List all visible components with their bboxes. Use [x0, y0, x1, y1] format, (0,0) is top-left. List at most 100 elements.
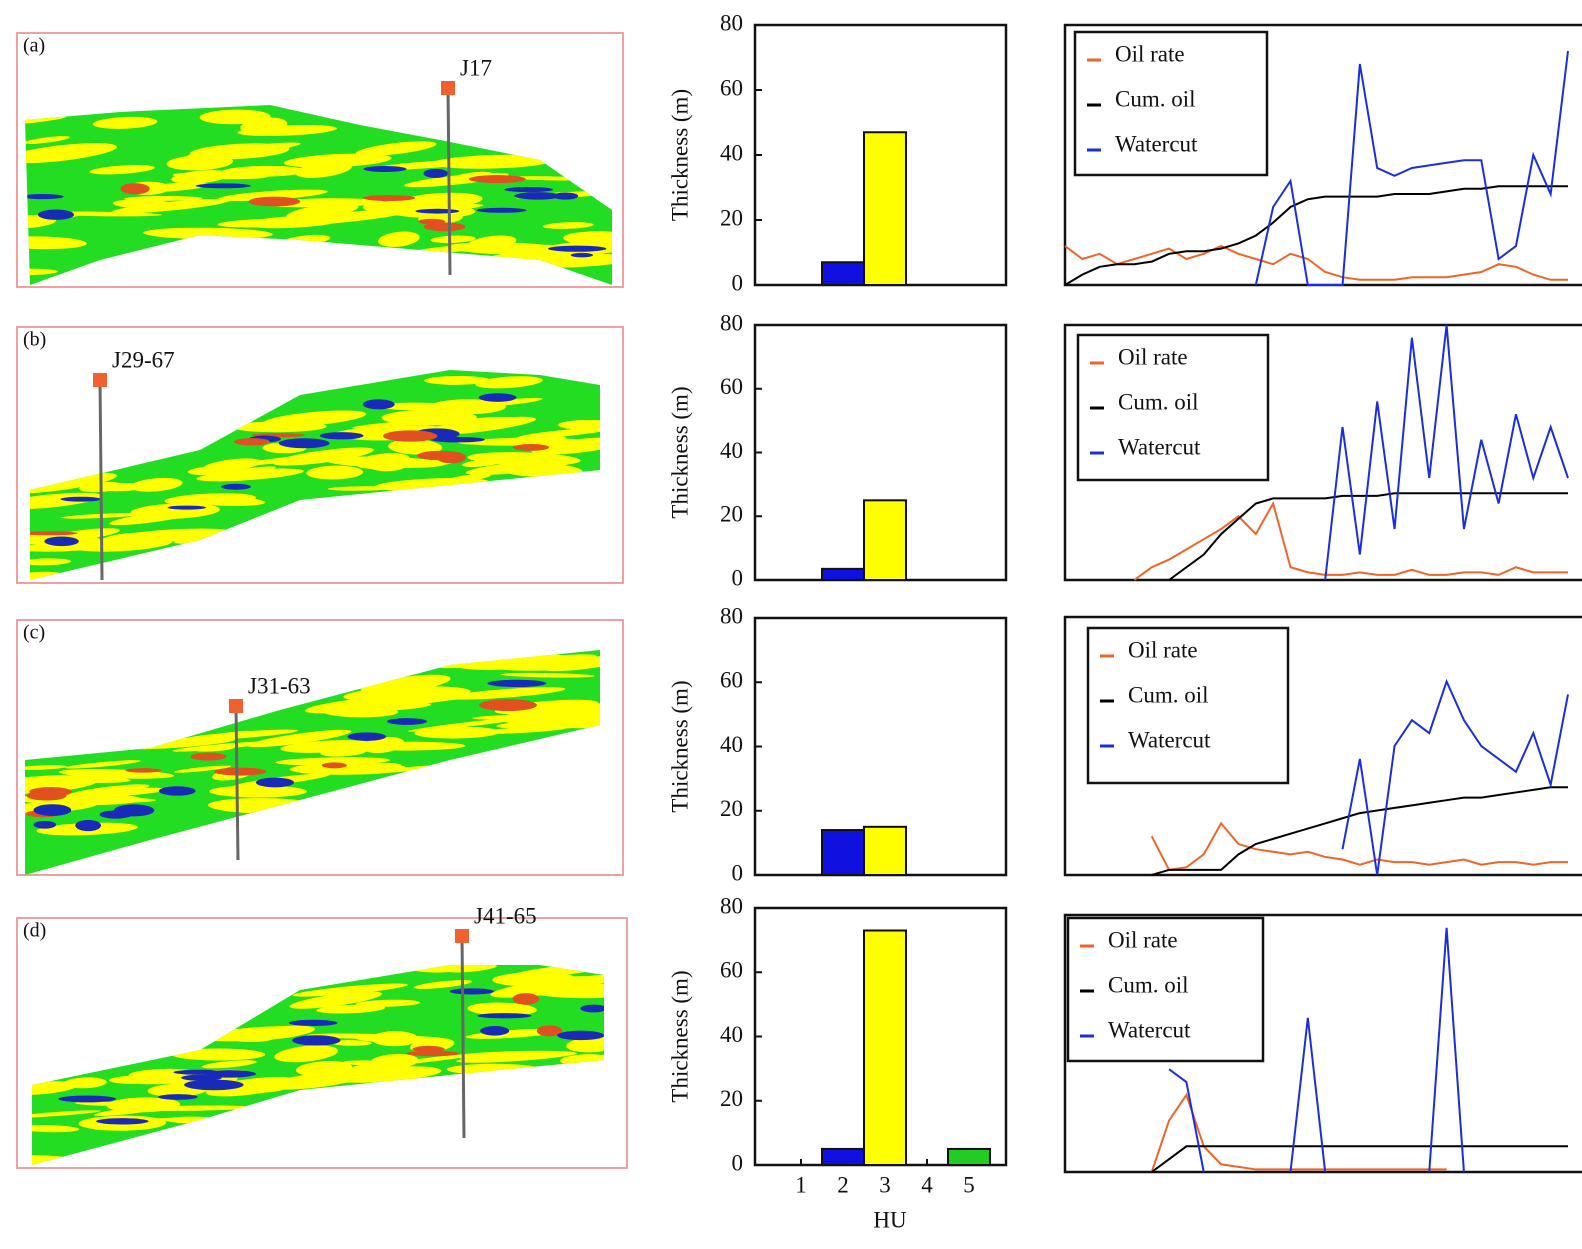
- y-tick-label: 40: [720, 140, 743, 165]
- facies-lens: [415, 208, 460, 214]
- facies-lens: [247, 729, 352, 748]
- facies-lens: [218, 189, 328, 201]
- y-tick-label: 20: [720, 1086, 743, 1111]
- facies-lens: [430, 235, 476, 244]
- well-trace: [460, 935, 466, 1139]
- facies-lens: [32, 1110, 101, 1119]
- series-line: [1133, 500, 1568, 581]
- x-tick-label: 4: [921, 1172, 933, 1197]
- facies-lens: [30, 571, 66, 580]
- legend-box: [1086, 626, 1290, 785]
- x-tick-label: 5: [963, 1172, 975, 1197]
- well-label: J31-63: [248, 673, 311, 698]
- legend-label: Cum. oil: [1128, 682, 1209, 707]
- series-line: [1064, 244, 1568, 281]
- facies-lens: [423, 222, 466, 232]
- facies-lens: [424, 375, 491, 385]
- section-facies: [25, 109, 612, 276]
- facies-lens: [275, 757, 391, 766]
- panel-label: (d): [23, 920, 46, 942]
- facies-lens: [453, 1050, 577, 1060]
- facies-lens: [467, 416, 527, 422]
- facies-lens: [402, 192, 483, 208]
- bar: [821, 1147, 865, 1166]
- facies-lens: [513, 702, 600, 717]
- facies-lens: [60, 512, 147, 519]
- facies-lens: [292, 1035, 341, 1046]
- facies-lens: [93, 1104, 172, 1116]
- facies-lens: [347, 732, 387, 741]
- facies-lens: [557, 419, 600, 431]
- bar: [863, 131, 907, 286]
- facies-lens: [362, 399, 395, 410]
- facies-lens: [25, 236, 87, 250]
- facies-lens: [306, 465, 364, 480]
- facies-lens: [237, 124, 337, 137]
- section-frame: [16, 917, 628, 1169]
- facies-lens: [514, 192, 562, 200]
- bar: [863, 929, 907, 1166]
- legend-label: Oil rate: [1118, 344, 1188, 369]
- y-tick-label: 80: [720, 310, 743, 335]
- facies-lens: [199, 109, 271, 125]
- facies-lens: [304, 695, 424, 714]
- facies-lens: [449, 988, 495, 995]
- facies-lens: [60, 496, 102, 502]
- well-trace: [446, 87, 452, 276]
- y-axis-label: Thickness (m): [667, 386, 692, 518]
- section-frame: [16, 32, 624, 288]
- facies-lens: [167, 505, 207, 510]
- facies-lens: [566, 1036, 604, 1053]
- facies-lens: [33, 804, 72, 817]
- facies-lens: [143, 227, 273, 240]
- facies-lens: [172, 741, 270, 752]
- facies-lens: [171, 1048, 266, 1061]
- bar: [821, 829, 865, 877]
- series-line: [1151, 1145, 1568, 1173]
- facies-lens: [25, 143, 117, 164]
- facies-lens: [187, 496, 265, 507]
- y-tick-label: 80: [720, 10, 743, 35]
- legend-box: [1066, 916, 1265, 1063]
- facies-lens: [362, 195, 416, 201]
- facies-lens: [44, 536, 79, 547]
- legend-label: Watercut: [1108, 1017, 1191, 1042]
- y-axis-label: Thickness (m): [667, 89, 692, 221]
- facies-lens: [467, 1002, 537, 1016]
- facies-lens: [531, 437, 600, 455]
- legend-box: [1073, 30, 1269, 177]
- panel-label: (c): [23, 622, 45, 644]
- facies-lens: [89, 165, 155, 175]
- bar: [947, 1147, 991, 1166]
- facies-lens: [479, 699, 537, 712]
- facies-lens: [25, 136, 71, 144]
- facies-lens: [201, 1060, 257, 1069]
- facies-lens: [487, 679, 547, 688]
- facies-lens: [95, 1118, 149, 1125]
- facies-lens: [432, 154, 555, 169]
- facies-lens: [321, 762, 347, 769]
- y-tick-label: 40: [720, 732, 743, 757]
- y-tick-label: 60: [720, 75, 743, 100]
- facies-lens: [388, 439, 443, 455]
- facies-lens: [92, 116, 158, 129]
- facies-lens: [355, 999, 421, 1007]
- facies-lens: [319, 432, 364, 440]
- y-tick-label: 60: [720, 958, 743, 983]
- legend-label: Cum. oil: [1108, 972, 1189, 997]
- facies-lens: [30, 558, 72, 566]
- well-trace: [234, 705, 240, 861]
- facies-lens: [363, 166, 407, 173]
- facies-lens: [289, 991, 383, 1009]
- facies-lens: [203, 1070, 256, 1078]
- facies-lens: [221, 165, 307, 177]
- well-label: J17: [460, 55, 492, 80]
- legend-label: Watercut: [1115, 131, 1198, 156]
- plot-frame: [1063, 615, 1582, 877]
- facies-lens: [468, 175, 526, 184]
- facies-lens: [25, 765, 67, 770]
- facies-lens: [477, 661, 566, 671]
- x-tick-label: 2: [837, 1172, 849, 1197]
- legend-label: Watercut: [1118, 434, 1201, 459]
- facies-lens: [512, 993, 540, 1005]
